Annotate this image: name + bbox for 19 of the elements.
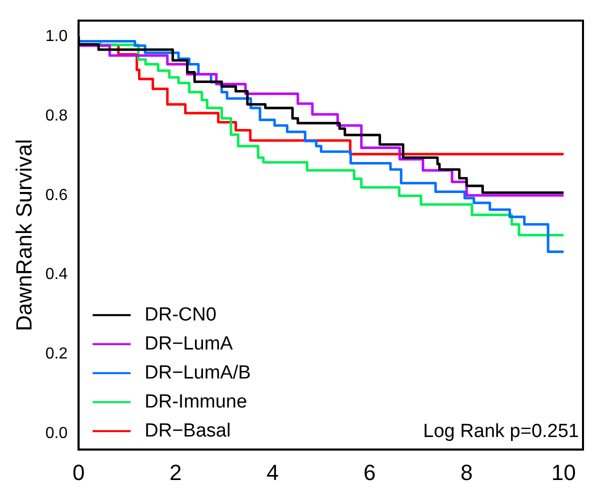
y-tick-label: 0.6 <box>45 186 68 204</box>
x-tick-label: 8 <box>460 460 473 485</box>
x-tick-label: 4 <box>266 460 279 485</box>
legend-label: DR−LumA <box>144 333 234 354</box>
y-tick-label: 0.2 <box>45 346 68 363</box>
legend-label: DR-CN0 <box>144 304 216 326</box>
legend-label: DR-Immune <box>144 391 248 412</box>
annotation: Log Rank p=0.251 <box>423 420 579 442</box>
legend-label: DR−LumA/B <box>144 362 251 384</box>
y-axis-title: DawnRank Survival <box>11 139 36 332</box>
y-tick-label: 0.0 <box>45 425 68 442</box>
x-tick-label: 0 <box>72 460 85 485</box>
y-tick-label: 0.4 <box>45 266 68 284</box>
y-tick-label: 1.0 <box>45 28 68 45</box>
y-tick-label: 0.8 <box>45 107 68 124</box>
legend-label: DR−Basal <box>144 420 231 442</box>
x-tick-label: 10 <box>551 460 576 485</box>
x-tick-label: 6 <box>363 460 376 485</box>
x-tick-label: 2 <box>170 460 182 485</box>
